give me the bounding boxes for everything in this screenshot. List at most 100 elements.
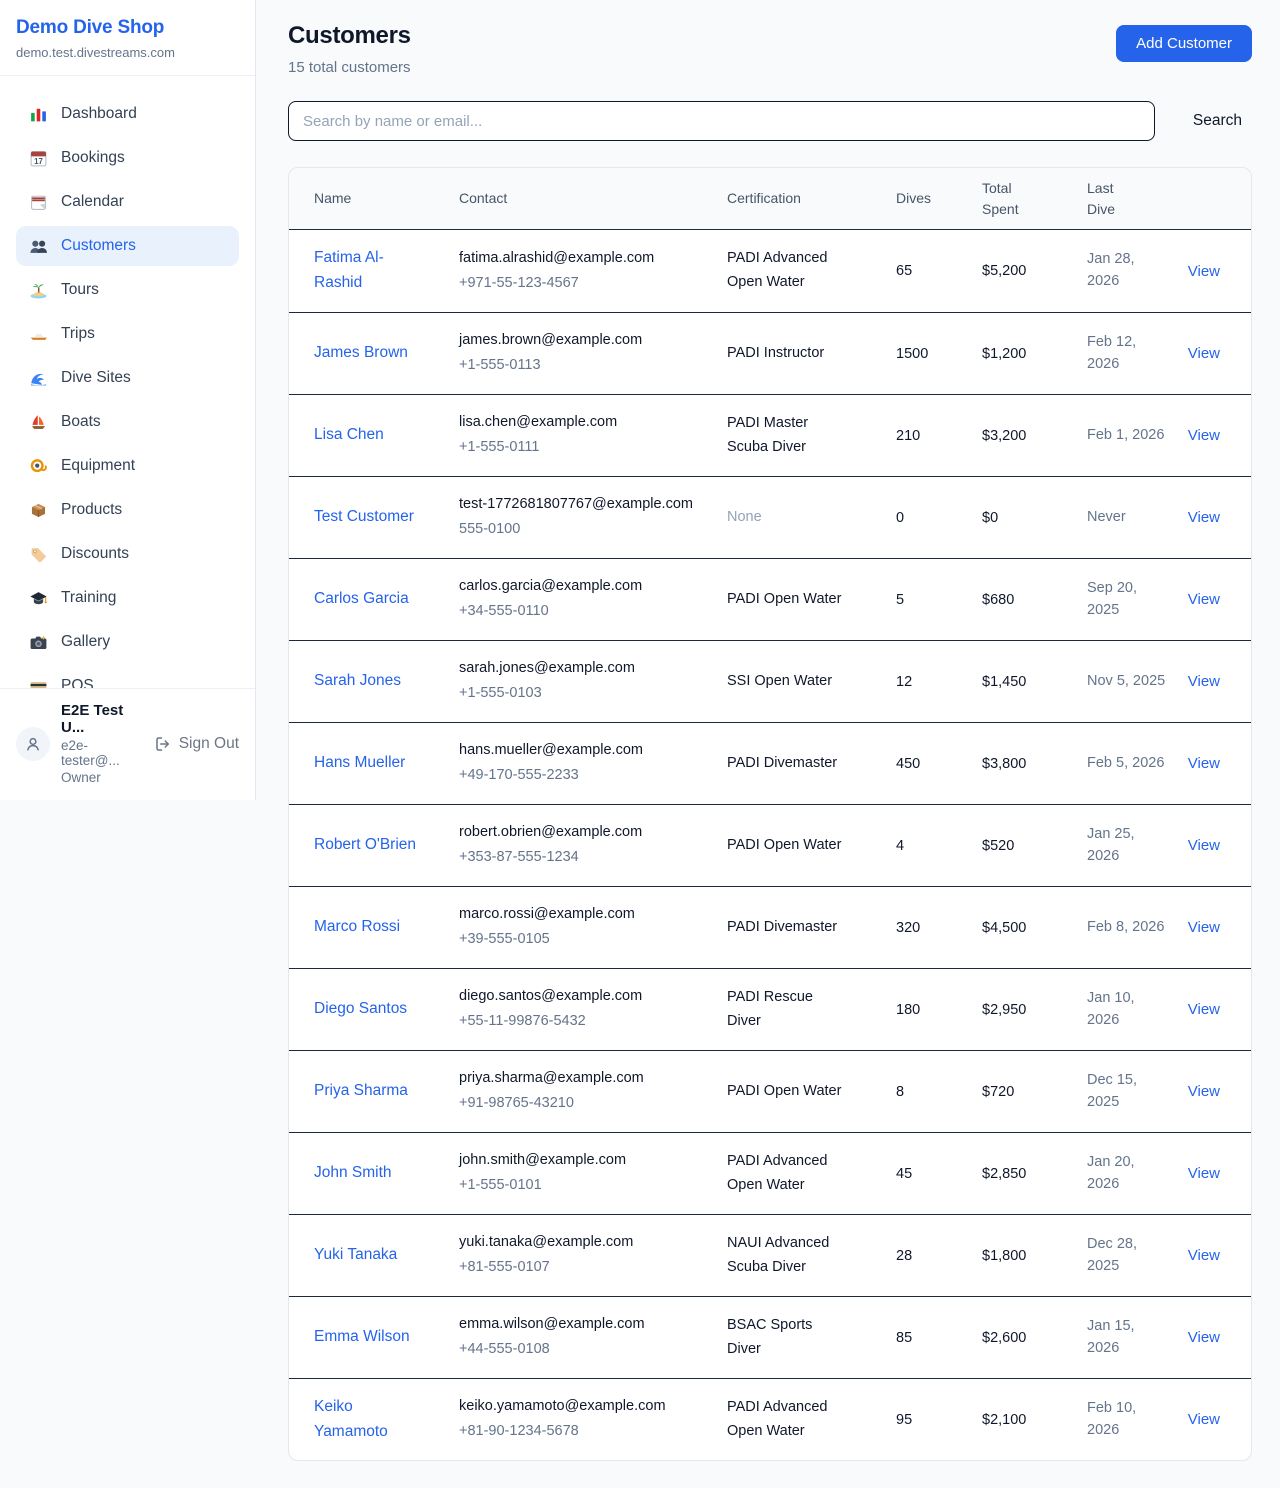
view-link[interactable]: View xyxy=(1187,1083,1220,1100)
main-content: Customers 15 total customers Add Custome… xyxy=(256,0,1280,1488)
sidebar-item-bookings[interactable]: 17 Bookings xyxy=(16,138,239,178)
certification-cell: PADI Divemaster xyxy=(727,918,838,935)
customer-name-link[interactable]: Priya Sharma xyxy=(314,1082,408,1100)
dives-cell: 95 xyxy=(896,1411,913,1428)
contact-cell: priya.sharma@example.com +91-98765-43210 xyxy=(459,1068,727,1115)
customer-name-link[interactable]: Test Customer xyxy=(314,508,414,526)
user-role: Owner xyxy=(61,770,101,785)
customer-name-link[interactable]: Marco Rossi xyxy=(314,918,401,936)
sidebar-item-training[interactable]: Training xyxy=(16,578,239,618)
customer-name-link[interactable]: Sarah Jones xyxy=(314,672,402,690)
sidebar-item-boats[interactable]: Boats xyxy=(16,402,239,442)
total-spent-cell: $0 xyxy=(982,509,999,526)
contact-cell: test-1772681807767@example.com 555-0100 xyxy=(459,494,727,541)
view-link[interactable]: View xyxy=(1187,591,1220,608)
page-heading-group: Customers 15 total customers xyxy=(288,22,411,76)
customer-email: carlos.garcia@example.com xyxy=(459,578,643,595)
last-dive-cell: Feb 5, 2026 xyxy=(1087,754,1165,771)
view-link[interactable]: View xyxy=(1187,1001,1220,1018)
search-input[interactable] xyxy=(288,101,1155,141)
contact-cell: sarah.jones@example.com +1-555-0103 xyxy=(459,658,727,705)
column-header-dives: Dives xyxy=(896,190,932,206)
view-cell: View xyxy=(1182,919,1227,936)
customer-name-link[interactable]: Hans Mueller xyxy=(314,754,406,772)
contact-cell: emma.wilson@example.com +44-555-0108 xyxy=(459,1314,727,1361)
total-spent-cell: $680 xyxy=(982,591,1015,608)
sidebar-user-section: E2E Test U... e2e-tester@... Owner Sign … xyxy=(0,688,255,800)
total-spent-cell: $2,600 xyxy=(982,1329,1027,1346)
calendar-date-icon: 17 xyxy=(29,149,48,168)
view-cell: View xyxy=(1182,427,1227,444)
sidebar-item-trips[interactable]: Trips xyxy=(16,314,239,354)
view-link[interactable]: View xyxy=(1187,1329,1220,1346)
name-cell: Emma Wilson xyxy=(314,1325,459,1350)
table-row: Sarah Jones sarah.jones@example.com +1-5… xyxy=(289,640,1251,722)
view-cell: View xyxy=(1182,1247,1227,1264)
column-header-name: Name xyxy=(314,190,352,206)
dives-cell: 8 xyxy=(896,1083,905,1100)
total-spent-cell: $4,500 xyxy=(982,919,1027,936)
sidebar-item-dive-sites[interactable]: Dive Sites xyxy=(16,358,239,398)
sidebar-item-calendar[interactable]: Calendar xyxy=(16,182,239,222)
customer-name-link[interactable]: Emma Wilson xyxy=(314,1328,410,1346)
view-link[interactable]: View xyxy=(1187,345,1220,362)
add-customer-button[interactable]: Add Customer xyxy=(1116,25,1252,62)
sidebar-item-dashboard[interactable]: Dashboard xyxy=(16,94,239,134)
sidebar-item-tours[interactable]: Tours xyxy=(16,270,239,310)
table-row: Fatima Al-Rashid fatima.alrashid@example… xyxy=(289,230,1251,312)
customer-email: test-1772681807767@example.com xyxy=(459,496,693,513)
customer-name-link[interactable]: Keiko Yamamoto xyxy=(314,1397,388,1440)
last-dive-cell: Dec 15, 2025 xyxy=(1087,1071,1137,1110)
sidebar-item-discounts[interactable]: Discounts xyxy=(16,534,239,574)
customer-email: yuki.tanaka@example.com xyxy=(459,1234,634,1251)
view-link[interactable]: View xyxy=(1187,262,1220,280)
customer-name-link[interactable]: Robert O'Brien xyxy=(314,836,417,854)
certification-cell: PADI Instructor xyxy=(727,344,825,361)
name-cell: Keiko Yamamoto xyxy=(314,1395,459,1445)
sidebar-item-products[interactable]: Products xyxy=(16,490,239,530)
customer-email: marco.rossi@example.com xyxy=(459,906,635,923)
view-link[interactable]: View xyxy=(1187,673,1220,690)
table-row: Test Customer test-1772681807767@example… xyxy=(289,476,1251,558)
contact-cell: marco.rossi@example.com +39-555-0105 xyxy=(459,904,727,951)
view-link[interactable]: View xyxy=(1187,755,1220,772)
customer-name-link[interactable]: Diego Santos xyxy=(314,1000,408,1018)
user-name: E2E Test U... xyxy=(61,702,124,736)
shop-domain: demo.test.divestreams.com xyxy=(16,45,175,60)
name-cell: Marco Rossi xyxy=(314,915,459,940)
graduation-cap-icon xyxy=(29,589,48,608)
dives-cell: 65 xyxy=(896,263,913,279)
view-link[interactable]: View xyxy=(1187,837,1220,854)
svg-text:17: 17 xyxy=(34,156,43,165)
view-link[interactable]: View xyxy=(1187,1247,1220,1264)
customer-name-link[interactable]: Carlos Garcia xyxy=(314,590,409,608)
certification-cell: PADI Master Scuba Diver xyxy=(727,414,809,455)
sidebar-item-equipment[interactable]: Equipment xyxy=(16,446,239,486)
sign-out-button[interactable]: Sign Out xyxy=(154,735,239,753)
sidebar-item-gallery[interactable]: Gallery xyxy=(16,622,239,662)
certification-cell: SSI Open Water xyxy=(727,672,833,689)
customer-phone: +91-98765-43210 xyxy=(459,1095,574,1111)
customer-name-link[interactable]: John Smith xyxy=(314,1164,392,1182)
calendar-pad-icon xyxy=(29,193,48,212)
table-row: Robert O'Brien robert.obrien@example.com… xyxy=(289,804,1251,886)
view-link[interactable]: View xyxy=(1187,1411,1220,1428)
name-cell: Yuki Tanaka xyxy=(314,1243,459,1268)
customer-phone: +55-11-99876-5432 xyxy=(459,1013,586,1029)
view-link[interactable]: View xyxy=(1187,1165,1220,1182)
customer-name-link[interactable]: James Brown xyxy=(314,344,408,362)
view-link[interactable]: View xyxy=(1187,427,1220,444)
view-link[interactable]: View xyxy=(1187,919,1220,936)
view-cell: View xyxy=(1182,1083,1227,1100)
column-header-last-dive: Last Dive xyxy=(1087,179,1116,217)
customer-phone: +1-555-0101 xyxy=(459,1177,542,1193)
view-link[interactable]: View xyxy=(1187,509,1220,526)
customer-name-link[interactable]: Lisa Chen xyxy=(314,426,384,444)
customer-name-link[interactable]: Yuki Tanaka xyxy=(314,1246,398,1264)
customer-name-link[interactable]: Fatima Al-Rashid xyxy=(314,249,384,291)
customers-table: Name Contact Certification Dives Total S… xyxy=(288,167,1252,1461)
search-button[interactable]: Search xyxy=(1183,104,1252,138)
sidebar-item-customers[interactable]: Customers xyxy=(16,226,239,266)
contact-cell: lisa.chen@example.com +1-555-0111 xyxy=(459,412,727,459)
